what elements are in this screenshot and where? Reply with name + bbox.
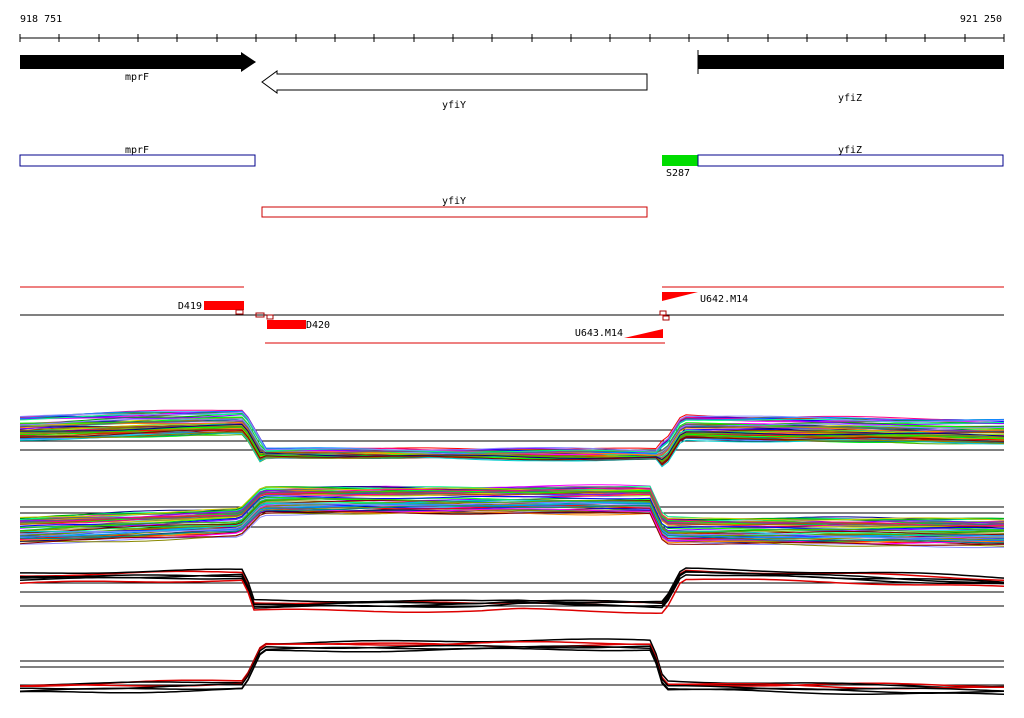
expression-profile-line: [19, 490, 1004, 526]
annotation-label-yfiy: yfiY: [442, 196, 466, 207]
region-u643-m14[interactable]: [624, 329, 663, 338]
expression-profile-line: [20, 429, 1005, 465]
annotation-track: mprF S287 yfiZ yfiY: [19, 145, 1004, 218]
expression-profile-line: [19, 647, 1005, 696]
gene-track: mprF yfiY yfiZ: [20, 50, 1004, 111]
expression-profile-line: [19, 411, 1004, 452]
expression-profile-line: [19, 423, 1005, 461]
expression-profile-line: [19, 571, 1005, 608]
region-connector-5: [662, 315, 670, 321]
expression-profile-line: [20, 642, 1004, 688]
region-connector-1: [235, 309, 244, 315]
expression-profile-panel-3: [19, 567, 1005, 614]
region-d419[interactable]: [204, 301, 244, 310]
expression-profile-line: [19, 432, 1004, 468]
expression-profile-line: [19, 498, 1005, 533]
region-connector-3: [266, 314, 274, 320]
site-box-s287[interactable]: [662, 155, 698, 166]
region-d420[interactable]: [267, 320, 306, 329]
expression-profile-line: [19, 511, 1005, 546]
gene-arrow-yfiy[interactable]: [261, 70, 648, 94]
expression-profile-line: [19, 487, 1005, 527]
gene-label-mprf: mprF: [125, 72, 149, 83]
expression-profile-line: [20, 567, 1005, 604]
expression-profile-line: [19, 509, 1005, 547]
gene-arrow-yfiz[interactable]: [698, 55, 1004, 69]
expression-profile-line: [19, 578, 1005, 614]
region-label-d419: D419: [178, 301, 202, 312]
expression-profile-line: [19, 486, 1005, 521]
region-track: D419 D420 U642.M14 U643.M14: [20, 286, 1004, 344]
annotation-box-mprf[interactable]: [19, 154, 256, 167]
coordinate-end-label: 921 250: [960, 14, 1002, 25]
region-u642-m14[interactable]: [662, 292, 698, 301]
region-connector-4: [659, 310, 667, 316]
region-label-u643-m14: U643.M14: [575, 328, 623, 339]
expression-profile-panel-1: [19, 409, 1005, 468]
expression-profile-panel-2: [19, 484, 1005, 549]
annotation-label-mprf: mprF: [125, 145, 149, 156]
gene-label-yfiz: yfiZ: [838, 93, 862, 104]
expression-profile-line: [19, 504, 1004, 544]
region-connector-2: [255, 312, 265, 318]
annotation-box-yfiz[interactable]: [697, 154, 1004, 167]
annotation-box-yfiy[interactable]: [261, 206, 648, 218]
annotation-label-yfiz: yfiZ: [838, 145, 862, 156]
expression-profile-line: [20, 644, 1005, 692]
gene-label-yfiy: yfiY: [442, 100, 466, 111]
region-label-d420: D420: [306, 320, 330, 331]
expression-profile-line: [19, 420, 1005, 455]
expression-profile-panel-4: [19, 638, 1005, 696]
gene-arrow-mprf[interactable]: [20, 52, 256, 72]
site-label-s287: S287: [666, 168, 690, 179]
region-label-u642-m14: U642.M14: [700, 294, 748, 305]
position-ruler: [19, 34, 1005, 42]
coordinate-start-label: 918 751: [20, 14, 62, 25]
expression-profile-line: [19, 491, 1005, 527]
expression-profile-line: [19, 414, 1004, 453]
expression-profile-line: [19, 424, 1005, 460]
